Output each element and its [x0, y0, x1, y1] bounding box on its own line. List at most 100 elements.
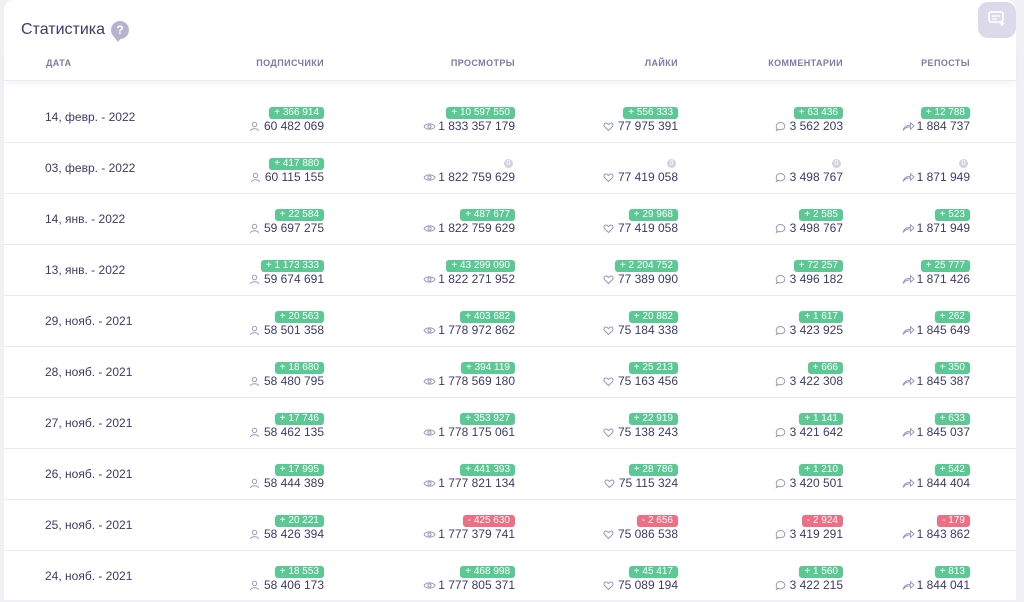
column-header-comments[interactable]: КОММЕНТАРИИ: [768, 58, 843, 68]
views-cell: + 43 299 090 1 822 271 952: [423, 259, 515, 286]
table-row[interactable]: 24, нояб. - 2021 + 18 553 58 406 173 + 468 …: [4, 551, 1016, 601]
comments-cell: + 1 560 3 422 215: [775, 565, 843, 592]
likes-cell: - 2 656 75 086 538: [603, 514, 678, 541]
positive-delta-badge: + 17 995: [274, 463, 324, 476]
column-header-likes[interactable]: ЛАЙКИ: [644, 58, 678, 68]
positive-delta-badge: + 20 221: [274, 514, 324, 527]
column-header-reposts[interactable]: РЕПОСТЫ: [921, 58, 970, 68]
views-cell: + 353 927 1 778 175 061: [423, 412, 515, 439]
positive-delta-badge: + 18 553: [274, 565, 324, 578]
negative-delta-badge: - 179: [937, 514, 970, 527]
views-value: 1 778 569 180: [438, 374, 515, 388]
reposts-value: 1 845 387: [916, 374, 970, 388]
row-date: 28, нояб. - 2021: [45, 365, 133, 379]
positive-delta-badge: + 1 141: [799, 412, 843, 425]
zero-delta-badge: 0: [832, 159, 841, 168]
table-row[interactable]: 29, нояб. - 2021 + 20 563 58 501 358 + 403 …: [4, 296, 1016, 347]
heart-icon: [603, 580, 616, 591]
repost-icon: [902, 325, 915, 336]
help-icon[interactable]: ?: [111, 21, 130, 42]
reposts-value: 1 871 949: [916, 170, 970, 184]
negative-delta-badge: - 2 656: [636, 514, 678, 527]
table-row[interactable]: 03, февр. - 2022 + 417 880 60 115 155 0 1 82…: [4, 143, 1016, 194]
reposts-cell: 0 1 871 949: [902, 157, 970, 184]
views-value: 1 778 175 061: [438, 425, 515, 439]
table-row[interactable]: 28, нояб. - 2021 + 18 680 58 480 795 + 394 …: [4, 347, 1016, 398]
comments-cell: - 2 924 3 419 291: [775, 514, 843, 541]
row-date: 03, февр. - 2022: [45, 161, 136, 175]
eye-icon: [423, 172, 436, 183]
negative-delta-badge: - 2 924: [801, 514, 843, 527]
reposts-cell: + 350 1 845 387: [902, 361, 970, 388]
positive-delta-badge: + 633: [934, 412, 970, 425]
page-title: Статистика: [21, 21, 106, 38]
views-cell: + 441 393 1 777 821 134: [423, 463, 515, 490]
views-value: 1 822 271 952: [438, 272, 515, 286]
positive-delta-badge: + 394 119: [460, 361, 515, 374]
comments-value: 3 498 767: [789, 170, 843, 184]
eye-icon: [423, 529, 436, 540]
reposts-cell: + 523 1 871 949: [902, 208, 970, 235]
column-header-date[interactable]: ДАТА: [46, 58, 72, 68]
positive-delta-badge: + 666: [807, 361, 843, 374]
subs-cell: + 17 746 58 462 135: [249, 412, 324, 439]
positive-delta-badge: + 417 880: [269, 157, 324, 170]
subs-cell: + 417 880 60 115 155: [250, 157, 324, 184]
table-row[interactable]: 25, нояб. - 2021 + 20 221 58 426 394 - 425 …: [4, 500, 1016, 551]
likes-cell: + 45 417 75 089 194: [603, 565, 678, 592]
positive-delta-badge: + 25 777: [920, 259, 970, 272]
views-value: 1 833 357 179: [438, 119, 515, 133]
subs-cell: + 20 221 58 426 394: [249, 514, 324, 541]
positive-delta-badge: + 1 173 333: [260, 259, 324, 272]
comments-cell: + 666 3 422 308: [775, 361, 843, 388]
heart-icon: [603, 172, 616, 183]
repost-icon: [902, 274, 915, 285]
likes-cell: + 28 786 75 115 324: [604, 463, 678, 490]
user-icon: [249, 580, 262, 591]
eye-icon: [423, 427, 436, 438]
subs-cell: + 17 995 58 444 389: [249, 463, 324, 490]
comments-value: 3 562 203: [789, 119, 843, 133]
likes-value: 75 086 538: [617, 527, 678, 541]
positive-delta-badge: + 2 204 752: [614, 259, 678, 272]
comment-icon: [775, 529, 788, 540]
column-header-subscribers[interactable]: ПОДПИСЧИКИ: [256, 58, 324, 68]
heart-icon: [603, 223, 616, 234]
table-row[interactable]: 27, нояб. - 2021 + 17 746 58 462 135 + 353 …: [4, 398, 1016, 449]
table-row[interactable]: 14, янв. - 2022 + 22 584 59 697 275 + 487 6…: [4, 194, 1016, 245]
views-value: 1 777 379 741: [438, 527, 515, 541]
positive-delta-badge: + 403 682: [460, 310, 515, 323]
views-cell: + 394 119 1 778 569 180: [423, 361, 515, 388]
eye-icon: [423, 223, 436, 234]
table-row[interactable]: 14, февр. - 2022 + 366 914 60 482 069 + 10 …: [4, 92, 1016, 143]
reposts-value: 1 871 426: [916, 272, 970, 286]
row-date: 25, нояб. - 2021: [45, 518, 133, 532]
comments-cell: + 1 617 3 423 925: [775, 310, 843, 337]
comment-icon: [775, 172, 788, 183]
column-header-views[interactable]: ПРОСМОТРЫ: [450, 58, 515, 68]
table-row[interactable]: 26, нояб. - 2021 + 17 995 58 444 389 + 441 …: [4, 449, 1016, 500]
subs-cell: + 1 173 333 59 674 691: [249, 259, 324, 286]
repost-icon: [902, 427, 915, 438]
views-cell: + 403 682 1 778 972 862: [423, 310, 515, 337]
repost-icon: [902, 223, 915, 234]
heart-icon: [603, 325, 616, 336]
table-row[interactable]: 13, янв. - 2022 + 1 173 333 59 674 691 + 43…: [4, 245, 1016, 296]
positive-delta-badge: + 12 788: [920, 106, 970, 119]
comment-icon: [775, 121, 788, 132]
comment-icon: [775, 580, 788, 591]
comments-value: 3 422 215: [789, 578, 843, 592]
reposts-value: 1 845 649: [916, 323, 970, 337]
likes-value: 75 138 243: [617, 425, 678, 439]
user-icon: [249, 478, 262, 489]
row-date: 29, нояб. - 2021: [45, 314, 133, 328]
views-value: 1 822 759 629: [438, 221, 515, 235]
positive-delta-badge: + 366 914: [269, 106, 324, 119]
positive-delta-badge: + 29 968: [628, 208, 678, 221]
likes-cell: + 22 919 75 138 243: [603, 412, 678, 439]
negative-delta-badge: - 425 630: [462, 514, 515, 527]
subs-cell: + 18 553 58 406 173: [249, 565, 324, 592]
export-button[interactable]: [978, 2, 1016, 38]
zero-delta-badge: 0: [667, 159, 676, 168]
positive-delta-badge: + 22 584: [274, 208, 324, 221]
